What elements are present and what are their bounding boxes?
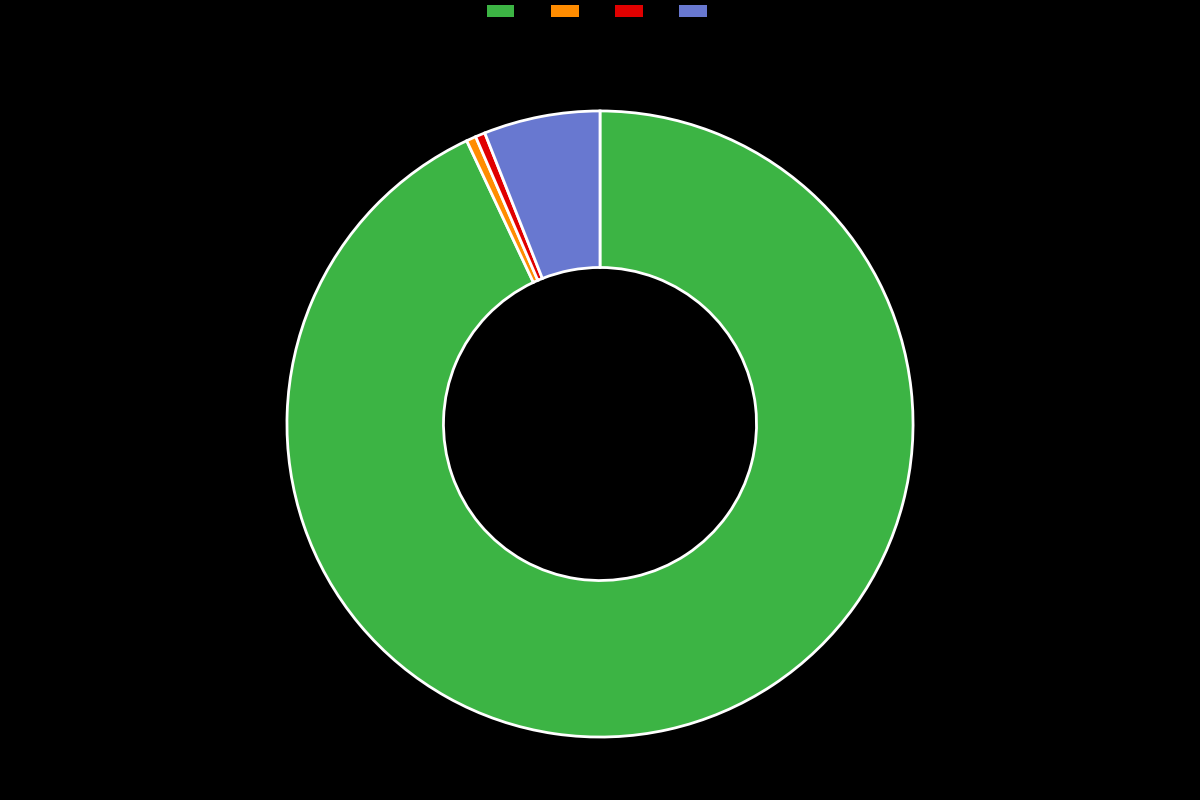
Wedge shape: [467, 137, 538, 282]
Wedge shape: [287, 111, 913, 737]
Wedge shape: [485, 111, 600, 278]
Legend: , , , : , , ,: [482, 0, 718, 24]
Wedge shape: [475, 133, 542, 280]
